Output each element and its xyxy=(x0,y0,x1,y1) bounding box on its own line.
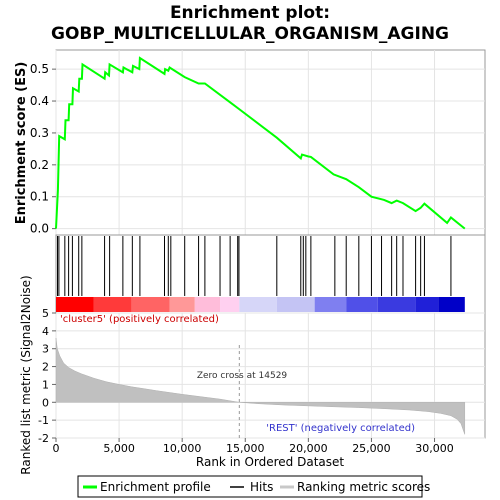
es-panel-frame xyxy=(55,49,486,236)
band-segment xyxy=(239,297,277,312)
x-tick-label: 0 xyxy=(53,442,60,455)
es-tick-label: 0.0 xyxy=(30,222,49,236)
rank-color-band xyxy=(56,297,465,312)
metric-tick-label: 0 xyxy=(42,396,49,409)
metric-tick-label: 5 xyxy=(42,307,49,320)
x-tick-label: 5,000 xyxy=(103,442,135,455)
es-panel: 0.0 0.1 0.2 0.3 0.4 0.5 Enrichment score (ES) xyxy=(14,49,486,236)
es-y-axis-label: Enrichment score (ES) xyxy=(14,62,29,225)
metric-tick-label: 3 xyxy=(42,343,49,356)
legend-hits: Hits xyxy=(250,480,273,494)
band-segment xyxy=(56,297,94,312)
legend-enrichment-profile: Enrichment profile xyxy=(100,480,211,494)
es-y-ticks: 0.0 0.1 0.2 0.3 0.4 0.5 xyxy=(30,62,56,236)
band-segment xyxy=(415,297,439,312)
es-tick-label: 0.2 xyxy=(30,158,49,172)
band-segment xyxy=(346,297,378,312)
metric-tick-label: 2 xyxy=(42,361,49,374)
metric-tick-label: 1 xyxy=(42,378,49,391)
es-gridlines xyxy=(55,50,485,235)
hits-panel xyxy=(55,234,486,314)
es-tick-label: 0.4 xyxy=(30,94,49,108)
band-segment xyxy=(276,297,315,312)
es-tick-label: 0.3 xyxy=(30,126,49,140)
chart-title-line1: Enrichment plot: xyxy=(170,3,330,23)
legend-ranking-metric-scores: Ranking metric scores xyxy=(297,480,430,494)
metric-panel-frame xyxy=(55,312,486,439)
metric-panel: 5 4 3 2 1 0 -1 -2 'cluster5' (positively correl… xyxy=(19,275,486,475)
hit-lines xyxy=(57,236,452,296)
metric-tick-label: 4 xyxy=(42,325,49,338)
es-tick-label: 0.5 xyxy=(30,62,49,76)
enrichment-profile-line xyxy=(55,56,466,230)
band-segment xyxy=(93,297,132,312)
metric-tick-label: -1 xyxy=(38,414,49,427)
negative-class-label: 'REST' (negatively correlated) xyxy=(266,423,415,434)
band-segment xyxy=(314,297,347,312)
ranking-metric-area xyxy=(55,337,466,435)
zero-cross-label: Zero cross at 14529 xyxy=(197,371,288,381)
metric-y-axis-label: Ranked list metric (Signal2Noise) xyxy=(19,275,33,474)
metric-tick-label: -2 xyxy=(38,432,49,445)
band-segment xyxy=(194,297,221,312)
band-segment xyxy=(220,297,240,312)
band-segment xyxy=(377,297,416,312)
x-tick-label: 20,000 xyxy=(289,442,328,455)
metric-y-ticks: 5 4 3 2 1 0 -1 -2 xyxy=(38,307,56,445)
x-axis-label: Rank in Ordered Dataset xyxy=(196,455,344,469)
x-tick-label: 25,000 xyxy=(352,442,391,455)
positive-class-label: 'cluster5' (positively correlated) xyxy=(60,314,219,325)
chart-title-line2: GOBP_MULTICELLULAR_ORGANISM_AGING xyxy=(51,24,449,44)
legend: Enrichment profile Hits Ranking metric s… xyxy=(77,475,430,498)
legend-box xyxy=(77,475,423,498)
x-tick-label: 15,000 xyxy=(226,442,265,455)
band-segment xyxy=(438,297,465,312)
band-segment xyxy=(169,297,195,312)
x-axis: 0 5,000 10,000 15,000 20,000 25,000 30,000 xyxy=(53,438,454,455)
x-tick-label: 30,000 xyxy=(415,442,454,455)
es-tick-label: 0.1 xyxy=(30,190,49,204)
x-tick-label: 10,000 xyxy=(163,442,202,455)
band-segment xyxy=(131,297,170,312)
